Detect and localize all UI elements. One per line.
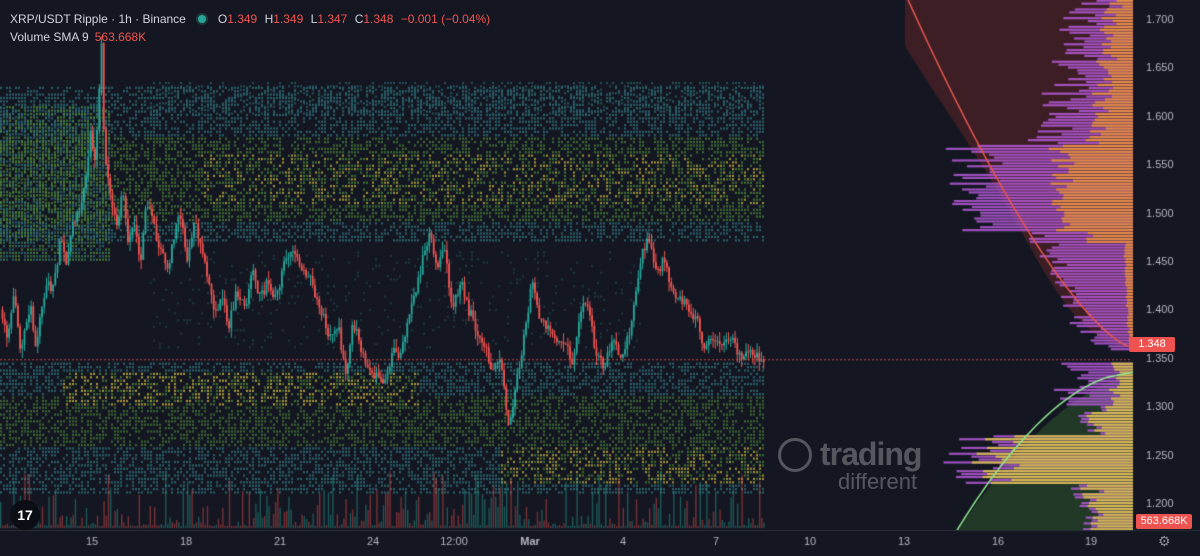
low-key: L <box>310 12 318 26</box>
watermark-line1: trading <box>820 436 922 472</box>
high-key: H <box>264 12 274 26</box>
tradingview-logo[interactable]: 17 <box>10 500 40 530</box>
market-status-icon <box>197 15 206 23</box>
high-value: 1.349 <box>273 12 304 26</box>
settings-gear-icon[interactable]: ⚙ <box>1158 533 1171 549</box>
watermark-logo-icon <box>778 438 812 472</box>
chart-legend: XRP/USDT Ripple · 1h · Binance O1.349 H1… <box>10 10 494 46</box>
open-value: 1.349 <box>227 12 258 26</box>
close-key: C <box>354 12 364 26</box>
current-price-badge: 1.348 <box>1129 337 1175 352</box>
volume-value: 563.668K <box>94 30 147 44</box>
volume-row: Volume SMA 9 563.668K <box>10 28 494 46</box>
volume-badge: 563.668K <box>1136 514 1192 529</box>
low-value: 1.347 <box>317 12 348 26</box>
close-value: 1.348 <box>363 12 394 26</box>
volume-label[interactable]: Volume SMA 9 <box>10 30 89 44</box>
change-value: −0.001 (−0.04%) <box>400 12 491 26</box>
watermark-line2: different <box>838 469 918 494</box>
open-key: O <box>217 12 228 26</box>
ohlc-values: O1.349 H1.349 L1.347 C1.348 −0.001 (−0.0… <box>218 10 494 28</box>
symbol-row: XRP/USDT Ripple · 1h · Binance O1.349 H1… <box>10 10 494 28</box>
symbol-title[interactable]: XRP/USDT Ripple · 1h · Binance <box>10 12 186 26</box>
watermark: trading different <box>778 436 922 495</box>
